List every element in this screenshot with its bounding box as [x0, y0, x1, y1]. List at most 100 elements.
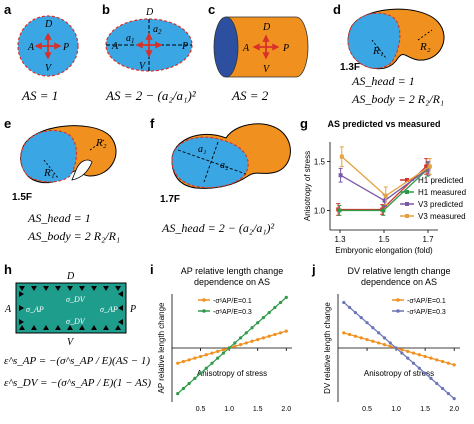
panel-h-label: h	[4, 262, 12, 277]
stress-arrowhead	[19, 319, 24, 325]
equation-h-dv: ε^s_DV = −(σ^s_AP / E)(1 − AS)	[4, 377, 151, 389]
stress-arrowhead	[118, 305, 123, 311]
data-point	[204, 366, 208, 370]
legend-marker	[405, 202, 409, 206]
stress-arrowhead	[103, 286, 109, 291]
equation-d-head: AS_head = 1	[351, 74, 415, 88]
data-point	[273, 305, 277, 310]
legend-label: H1 predicted	[418, 176, 463, 185]
stress-arrowhead	[115, 325, 121, 330]
data-point	[176, 391, 180, 396]
chart-title-line-2: dependence on AS	[361, 277, 437, 287]
panel-d-label: d	[333, 2, 341, 17]
data-point	[284, 329, 288, 333]
sigma-ap-label-right: σ_AP	[100, 305, 118, 314]
legend-label: -σˢAP/E=0.1	[213, 298, 252, 305]
data-point	[221, 351, 226, 355]
anterior-label: A	[111, 41, 119, 52]
data-point	[383, 193, 388, 198]
dorsal-label: D	[145, 7, 154, 18]
stress-arrowhead	[55, 325, 61, 330]
legend-label: -σˢAP/E=0.3	[407, 309, 446, 316]
stress-arrowhead	[79, 286, 85, 291]
panel-a-label: a	[4, 2, 12, 17]
panel-c-label: c	[208, 2, 215, 17]
data-point	[187, 381, 191, 386]
data-point	[244, 341, 248, 345]
legend-marker	[405, 214, 409, 218]
data-point	[359, 316, 363, 320]
data-point	[365, 337, 369, 342]
x-tick-label: 1.5	[253, 406, 263, 413]
data-point	[394, 346, 398, 350]
data-point	[388, 341, 392, 345]
data-point	[176, 361, 180, 365]
anterior-label: A	[242, 43, 250, 54]
data-point	[417, 353, 421, 357]
ventral-label: V	[263, 64, 271, 75]
posterior-label: P	[282, 43, 289, 54]
x-axis-label: Embryonic elongation (fold)	[335, 246, 433, 255]
stress-arrowhead	[31, 286, 37, 291]
panel-e-label: e	[4, 116, 11, 131]
stress-arrowhead	[67, 286, 73, 291]
stress-arrowhead	[91, 286, 97, 291]
chart-title-line-1: AP relative length change	[181, 266, 283, 276]
embryo-head-shape	[20, 130, 78, 183]
data-point	[353, 334, 358, 338]
legend-label: -σˢAP/E=0.1	[407, 298, 446, 305]
data-point	[452, 363, 456, 367]
x-tick-label: 1.0	[224, 406, 234, 413]
panel-b-label: b	[102, 2, 110, 17]
stress-arrowhead	[43, 325, 49, 330]
a2-label: a₂	[220, 160, 229, 171]
data-point	[435, 358, 439, 362]
data-point	[216, 349, 220, 353]
data-point	[339, 154, 344, 159]
data-point	[377, 331, 381, 335]
cylinder-end-cap	[213, 16, 239, 78]
anterior-label: A	[27, 42, 35, 53]
r2-label: R₂	[419, 41, 431, 53]
data-point	[342, 300, 346, 305]
stress-arrowhead	[118, 319, 123, 325]
data-point	[278, 331, 283, 335]
legend-marker	[202, 298, 206, 302]
chart-title: AS predicted vs measured	[327, 119, 440, 129]
stress-arrowhead	[115, 286, 121, 291]
data-point	[210, 361, 214, 365]
x-tick-label: 0.5	[362, 406, 372, 413]
stress-arrowhead	[19, 286, 25, 291]
ventral-notch	[71, 159, 93, 181]
legend-label: H1 measured	[418, 188, 466, 197]
data-point	[440, 359, 445, 364]
data-point	[227, 346, 231, 350]
panel-f: f a₁ a₂ 1.7F AS_head = 2 − (a₂/a₁)²	[150, 116, 291, 235]
data-point	[204, 353, 208, 357]
data-point	[342, 331, 346, 335]
data-point	[284, 295, 288, 299]
x-tick-label: 1.0	[391, 406, 401, 413]
stage-label: 1.7F	[160, 194, 180, 205]
data-point	[359, 336, 363, 340]
equation-c: AS = 2	[231, 88, 269, 103]
equation-d-body: AS_body = 2 R₂/R₁	[351, 92, 444, 106]
panel-f-label: f	[150, 116, 155, 131]
stress-arrowhead	[19, 325, 25, 330]
a2-label: a2	[153, 24, 162, 36]
legend-marker	[405, 178, 409, 182]
data-point	[411, 361, 416, 365]
r1-label: R₁	[43, 167, 55, 179]
panel-j-label: j	[311, 262, 316, 277]
stress-arrowhead	[79, 325, 85, 330]
data-point	[353, 310, 358, 315]
ventral-label: V	[67, 337, 75, 348]
x-axis-label: Anisotropy of stress	[197, 369, 267, 378]
data-point	[256, 321, 260, 325]
a1-axis-line	[177, 149, 247, 175]
r2-label: R₂	[95, 137, 107, 149]
r1-label: R₁	[372, 45, 384, 57]
